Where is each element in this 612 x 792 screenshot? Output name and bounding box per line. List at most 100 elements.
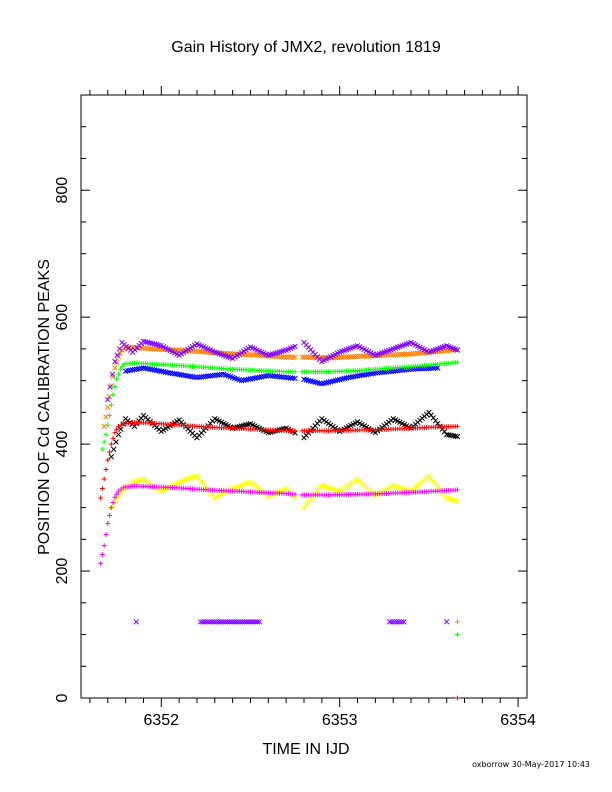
data-point <box>281 486 287 493</box>
data-point <box>156 487 162 493</box>
data-point <box>245 345 252 352</box>
data-point <box>248 619 254 625</box>
data-point <box>243 351 249 358</box>
data-point <box>343 354 350 360</box>
data-point <box>406 425 412 431</box>
data-point <box>118 486 124 492</box>
data-point <box>292 375 298 382</box>
data-point <box>119 364 125 370</box>
data-point <box>356 353 363 360</box>
data-point <box>290 354 296 360</box>
data-point <box>101 439 107 445</box>
data-point <box>117 366 123 372</box>
series-12 <box>455 695 460 701</box>
data-point <box>334 488 341 494</box>
data-point <box>194 348 200 355</box>
data-point <box>118 426 124 433</box>
series-6 <box>98 420 460 501</box>
data-point <box>156 342 162 348</box>
data-point <box>352 368 358 373</box>
data-point <box>247 352 254 358</box>
data-point <box>352 420 359 426</box>
data-point <box>388 368 394 375</box>
data-point <box>156 346 162 352</box>
data-point <box>345 354 352 360</box>
y-tick-label: 400 <box>54 431 71 458</box>
data-point <box>114 376 120 382</box>
data-point <box>281 374 287 380</box>
data-point <box>101 476 107 482</box>
data-point <box>201 487 207 493</box>
data-point <box>129 420 135 426</box>
data-point <box>103 532 109 537</box>
data-point <box>316 380 323 387</box>
data-point <box>403 366 410 373</box>
data-point <box>423 411 430 418</box>
data-point <box>419 365 425 372</box>
data-point <box>370 351 376 357</box>
data-point <box>399 367 405 373</box>
data-point <box>299 354 305 360</box>
data-point <box>452 433 459 439</box>
data-point <box>406 366 412 373</box>
data-point <box>455 619 460 625</box>
data-point <box>441 492 448 499</box>
data-point <box>228 366 233 372</box>
data-point <box>165 369 171 376</box>
data-point <box>392 351 399 358</box>
data-point <box>204 619 211 625</box>
data-point <box>278 354 285 360</box>
data-point <box>174 480 180 487</box>
data-point <box>198 348 205 355</box>
data-point <box>254 427 260 432</box>
data-point <box>105 396 111 403</box>
data-point <box>455 632 460 637</box>
data-point <box>281 348 287 354</box>
data-point <box>394 367 401 374</box>
data-point <box>276 373 283 380</box>
data-point <box>98 561 104 566</box>
data-point <box>389 619 395 625</box>
data-point <box>388 346 394 353</box>
data-point <box>108 454 115 460</box>
data-point <box>233 619 239 625</box>
data-point <box>386 619 393 625</box>
data-point <box>231 619 237 625</box>
series-1 <box>101 344 461 430</box>
data-point <box>350 353 356 360</box>
data-point <box>336 354 343 361</box>
data-point <box>374 370 381 376</box>
data-point <box>228 425 233 431</box>
data-point <box>352 427 358 433</box>
data-point <box>256 352 263 358</box>
data-point <box>244 619 250 625</box>
data-point <box>432 365 439 371</box>
data-point <box>352 343 359 350</box>
data-point <box>379 491 385 497</box>
data-point <box>435 365 441 371</box>
data-point <box>114 352 121 358</box>
series-4 <box>100 359 460 452</box>
data-point <box>149 346 156 352</box>
data-point <box>196 348 202 355</box>
data-point <box>379 366 385 372</box>
data-point <box>174 362 180 368</box>
data-point <box>419 350 425 356</box>
data-point <box>441 343 448 350</box>
data-point <box>191 342 198 348</box>
data-point <box>401 351 408 358</box>
data-point <box>452 360 458 365</box>
data-point <box>110 435 116 441</box>
data-point <box>103 432 109 437</box>
y-axis-label: POSITION OF Cd CALIBRATION PEAKS <box>36 259 53 555</box>
data-point <box>105 457 111 463</box>
data-point <box>249 352 256 358</box>
x-tick-label: 6354 <box>500 712 536 729</box>
data-point <box>417 366 423 372</box>
plot-frame <box>80 94 528 699</box>
data-point <box>105 404 111 411</box>
data-point <box>116 371 121 377</box>
data-point <box>236 377 243 383</box>
data-point <box>290 428 296 434</box>
data-point <box>406 351 412 357</box>
